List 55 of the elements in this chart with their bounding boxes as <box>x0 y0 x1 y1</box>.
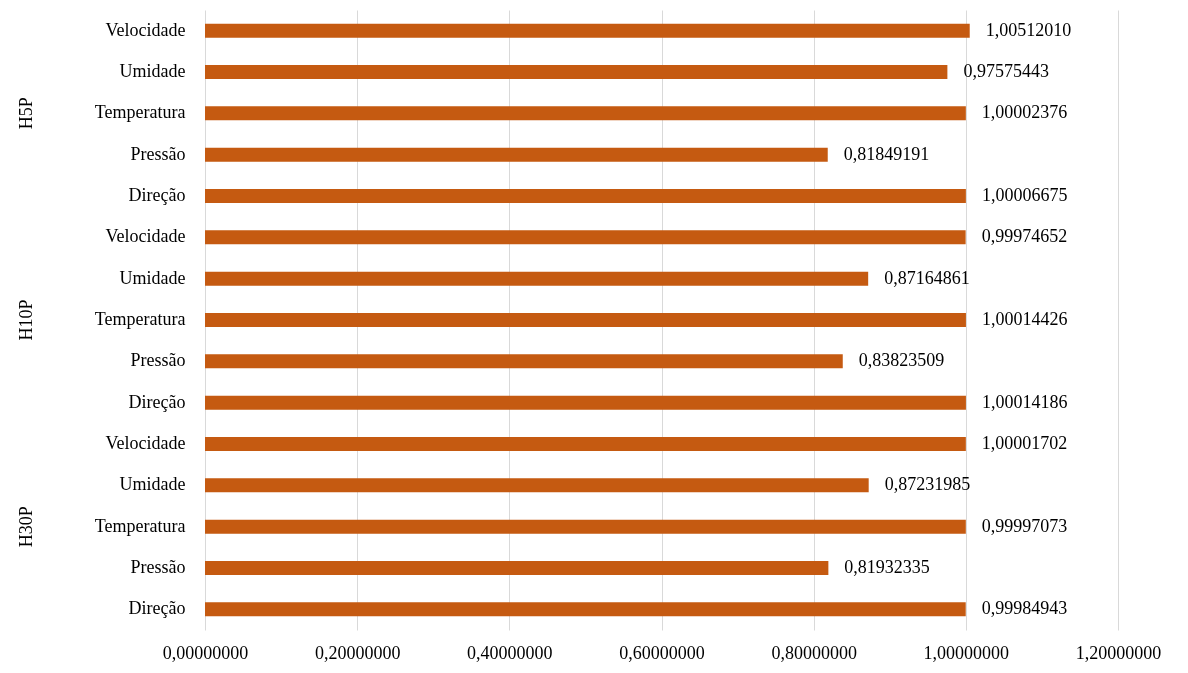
data-label: 1,00002376 <box>981 102 1068 123</box>
bar <box>205 230 966 245</box>
data-label: 0,99997073 <box>981 515 1068 536</box>
x-tick-label: 1,20000000 <box>1075 642 1162 663</box>
text: H5P <box>16 97 36 130</box>
data-label: 0,81932335 <box>844 557 930 577</box>
bar <box>205 478 869 493</box>
x-tick-label: 0,40000000 <box>467 642 553 663</box>
bar <box>205 147 828 162</box>
y-tick-label: Pressão <box>130 143 186 164</box>
data-label: 0,97575443 <box>963 61 1049 81</box>
x-tick-label: 0,00000000 <box>162 642 249 663</box>
data-label: 0,87231985 <box>884 474 971 495</box>
bar <box>205 188 966 204</box>
y-tick-label: Velocidade <box>105 433 186 453</box>
bar <box>205 23 970 38</box>
bar <box>205 64 948 80</box>
bar <box>205 271 869 286</box>
bar <box>205 354 843 369</box>
y-tick-label: Pressão <box>130 557 186 577</box>
bar <box>205 602 966 617</box>
y-tick-label: Pressão <box>130 350 186 371</box>
bar <box>205 312 966 328</box>
y-tick-label: Direção <box>128 391 186 412</box>
data-label: 1,00001702 <box>981 433 1068 453</box>
bar <box>205 560 829 576</box>
bar <box>205 436 966 452</box>
bar <box>205 395 966 410</box>
bar <box>205 106 966 121</box>
y-tick-label: Temperatura <box>94 309 186 329</box>
text: H30P <box>16 506 36 548</box>
y-tick-label: Temperatura <box>94 515 186 536</box>
x-tick-label: 0,20000000 <box>314 642 401 663</box>
bar <box>205 519 966 534</box>
data-label: 0,81849191 <box>843 143 930 164</box>
y-tick-label: Direção <box>128 185 186 205</box>
data-label: 0,83823509 <box>858 350 945 371</box>
data-label: 0,87164861 <box>884 267 970 288</box>
data-label: 1,00014186 <box>981 391 1068 412</box>
data-label: 1,00512010 <box>985 19 1072 40</box>
data-label: 1,00006675 <box>981 185 1068 205</box>
y-tick-label: Umidade <box>119 474 186 495</box>
y-tick-label: Velocidade <box>105 226 186 247</box>
y-tick-label: Umidade <box>119 61 186 81</box>
x-tick-label: 0,80000000 <box>771 642 857 663</box>
y-tick-label: Direção <box>128 598 186 619</box>
data-label: 0,99974652 <box>981 226 1068 247</box>
y-tick-label: Temperatura <box>94 102 186 123</box>
x-tick-label: 0,60000000 <box>619 642 705 663</box>
data-label: 0,99984943 <box>981 598 1068 619</box>
x-tick-label: 1,00000000 <box>923 642 1010 663</box>
y-tick-label: Umidade <box>119 267 186 288</box>
y-tick-label: Velocidade <box>105 19 186 40</box>
text: H10P <box>16 299 36 341</box>
data-label: 1,00014426 <box>981 309 1068 329</box>
